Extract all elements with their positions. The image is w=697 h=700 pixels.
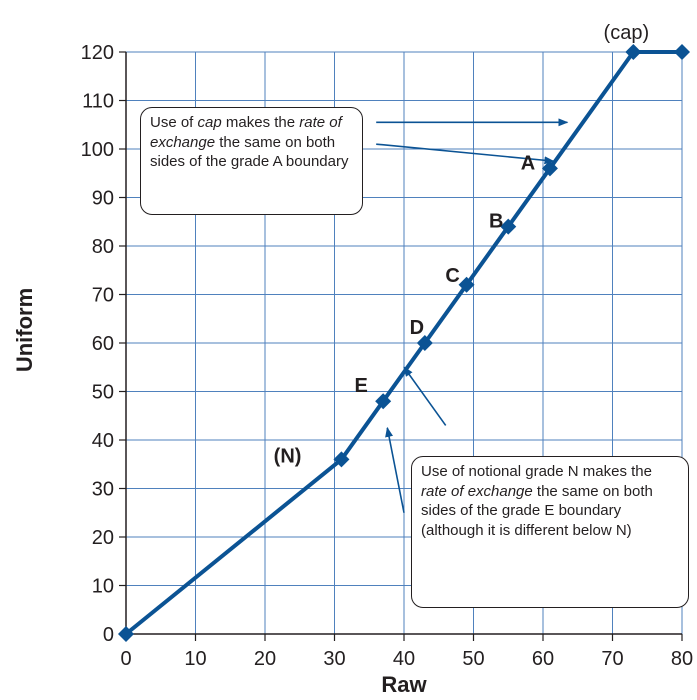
grid: [126, 51, 683, 634]
annotation-arrows: [376, 118, 569, 513]
n-annotation: Use of notional grade N makes the rate o…: [411, 456, 689, 608]
x-tick-label: 30: [323, 648, 345, 670]
tick-labels: 0 10 20 30 40 50 60 70 80 0 10 20 30 40 50 60 70 80 90 100 1…: [81, 42, 694, 670]
annotation-arrow: [385, 426, 405, 513]
x-tick-label: 10: [184, 648, 206, 670]
data-point: [674, 44, 690, 60]
point-labels: (N) E D C B A (cap): [274, 22, 649, 467]
data-point: [118, 626, 134, 642]
y-tick-label: 80: [92, 236, 114, 258]
x-tick-label: 80: [671, 648, 693, 670]
axes: [119, 51, 683, 641]
y-tick-label: 30: [92, 479, 114, 501]
y-tick-label: 70: [92, 285, 114, 307]
x-tick-label: 20: [254, 648, 276, 670]
data-point: [333, 451, 350, 468]
y-tick-label: 90: [92, 188, 114, 210]
series: [118, 44, 690, 642]
x-tick-label: 0: [120, 648, 131, 670]
point-label: B: [489, 211, 503, 233]
annotation-arrow: [376, 143, 555, 165]
y-tick-label: 10: [92, 576, 114, 598]
y-tick-label: 110: [82, 91, 114, 113]
y-tick-label: 100: [81, 139, 114, 161]
cap-annotation: Use of cap makes the rate of exchange th…: [140, 107, 363, 215]
y-tick-label: 40: [92, 430, 114, 452]
point-label: C: [445, 265, 459, 287]
annotation-arrow: [403, 366, 447, 426]
point-label: (cap): [604, 22, 650, 44]
y-tick-label: 20: [92, 527, 114, 549]
x-tick-label: 60: [532, 648, 554, 670]
x-axis-title: Raw: [381, 672, 427, 697]
y-tick-label: 120: [81, 42, 114, 64]
x-tick-label: 40: [393, 648, 415, 670]
data-point: [375, 393, 392, 410]
y-tick-label: 50: [92, 382, 114, 404]
y-axis-title: Uniform: [12, 288, 37, 372]
point-label: D: [410, 317, 424, 339]
point-label: A: [521, 152, 535, 174]
data-point: [458, 276, 475, 293]
point-label: (N): [274, 445, 302, 467]
data-point: [416, 335, 433, 351]
data-point: [625, 44, 642, 60]
y-tick-label: 60: [92, 333, 114, 355]
x-tick-label: 50: [462, 648, 484, 670]
y-tick-label: 0: [103, 624, 114, 646]
point-label: E: [354, 375, 367, 397]
x-tick-label: 70: [601, 648, 623, 670]
data-point: [541, 160, 558, 177]
data-point: [500, 218, 517, 235]
